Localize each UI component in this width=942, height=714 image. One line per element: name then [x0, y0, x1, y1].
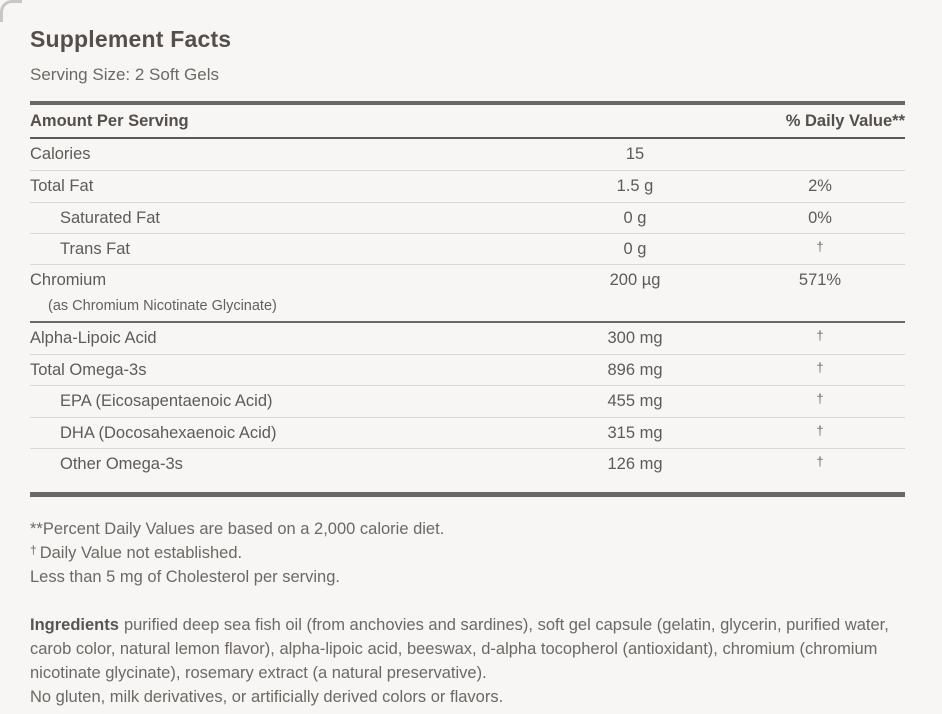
ingredients-text: purified deep sea fish oil (from anchovi…: [30, 615, 889, 682]
nutrient-daily-value: †: [816, 453, 824, 469]
table-row-epa: EPA (Eicosapentaenoic Acid) 455 mg †: [30, 386, 905, 418]
nutrient-name: Trans Fat: [60, 239, 130, 258]
divider-thick-bottom: [30, 492, 905, 497]
nutrient-daily-value: †: [816, 328, 824, 343]
nutrient-amount: 896 mg: [607, 360, 663, 379]
daily-value-header: % Daily Value**: [785, 111, 905, 130]
chromium-source-note: (as Chromium Nicotinate Glycinate): [48, 298, 277, 314]
nutrient-name: Total Omega-3s: [30, 360, 147, 379]
footnote-cholesterol: Less than 5 mg of Cholesterol per servin…: [30, 566, 905, 590]
nutrient-amount: 0 g: [623, 208, 647, 227]
table-row-chromium: Chromium 200 µg 571% (as Chromium Nicoti…: [30, 265, 905, 323]
nutrient-name: Calories: [30, 145, 91, 163]
nutrient-name: EPA (Eicosapentaenoic Acid): [60, 392, 273, 410]
panel-title: Supplement Facts: [30, 26, 232, 52]
nutrient-amount: 455 mg: [607, 392, 663, 410]
nutrient-amount: 1.5 g: [616, 177, 654, 195]
footnote-text: Daily Value not established.: [39, 543, 243, 562]
footnote-dagger: † Daily Value not established.: [30, 542, 905, 567]
footnote-symbol: **: [30, 520, 43, 538]
nutrient-amount: 300 mg: [607, 329, 663, 347]
dagger-symbol: †: [30, 542, 37, 557]
table-row-alpha-lipoic-acid: Alpha-Lipoic Acid 300 mg †: [30, 323, 905, 355]
table-row-calories: Calories 15: [30, 139, 905, 171]
nutrient-daily-value: †: [816, 359, 824, 375]
nutrient-daily-value: 2%: [808, 177, 832, 195]
nutrient-name: DHA (Docosahexaenoic Acid): [60, 423, 277, 442]
nutrient-name: Chromium: [30, 271, 107, 289]
ingredients-block: Ingredients purified deep sea fish oil (f…: [30, 613, 905, 709]
nutrient-name: Total Fat: [30, 177, 94, 195]
chromium-main-line: Chromium 200 µg 571%: [30, 265, 905, 296]
nutrient-amount: 0 g: [623, 239, 647, 258]
nutrient-amount: 200 µg: [609, 271, 661, 289]
table-row-total-omega-3s: Total Omega-3s 896 mg †: [30, 355, 905, 386]
table-row-other-omega-3s: Other Omega-3s 126 mg †: [30, 449, 905, 479]
nutrient-daily-value: 0%: [808, 208, 832, 227]
table-row-trans-fat: Trans Fat 0 g †: [30, 234, 905, 265]
ingredients-note: No gluten, milk derivatives, or artifici…: [30, 687, 504, 706]
table-row-total-fat: Total Fat 1.5 g 2%: [30, 171, 905, 203]
footnote-text: Percent Daily Values are based on a 2,00…: [42, 520, 445, 538]
ingredients-label: Ingredients: [30, 615, 119, 634]
nutrient-amount: 15: [625, 145, 645, 163]
table-row-saturated-fat: Saturated Fat 0 g 0%: [30, 203, 905, 234]
serving-size-text: Serving Size: 2 Soft Gels: [30, 65, 219, 84]
nutrient-daily-value: †: [816, 391, 824, 406]
nutrient-name: Alpha-Lipoic Acid: [30, 329, 157, 347]
nutrient-name: Saturated Fat: [60, 208, 160, 227]
divider-thick-top: [30, 101, 905, 105]
table-row-dha: DHA (Docosahexaenoic Acid) 315 mg †: [30, 418, 905, 449]
nutrient-daily-value: 571%: [798, 271, 842, 289]
footnotes-block: **Percent Daily Values are based on a 2,…: [30, 518, 905, 590]
footnote-daily-values: **Percent Daily Values are based on a 2,…: [30, 518, 905, 542]
nutrient-name: Other Omega-3s: [60, 454, 183, 473]
table-header-row: Amount Per Serving % Daily Value**: [30, 105, 905, 139]
nutrient-daily-value: †: [816, 422, 824, 438]
nutrient-amount: 126 mg: [607, 454, 663, 473]
nutrient-amount: 315 mg: [607, 423, 663, 442]
card-corner-decoration: [0, 0, 22, 22]
ingredients-paragraph: Ingredients purified deep sea fish oil (f…: [30, 613, 905, 685]
amount-per-serving-header: Amount Per Serving: [30, 111, 189, 130]
nutrient-daily-value: †: [816, 238, 824, 254]
footnote-text: Less than 5 mg of Cholesterol per servin…: [30, 568, 340, 586]
